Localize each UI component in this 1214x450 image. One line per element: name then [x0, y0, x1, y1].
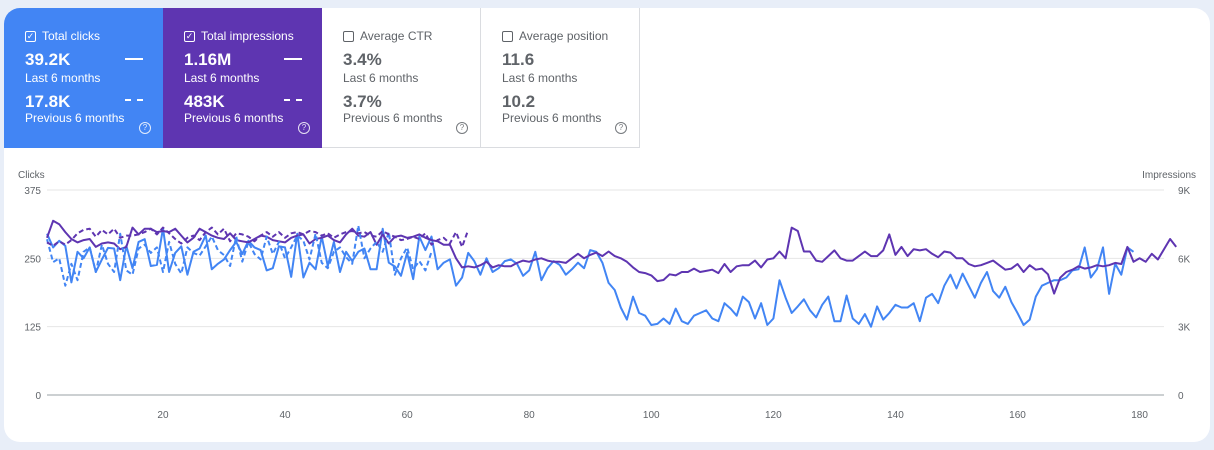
- metric-label: Average CTR: [360, 29, 433, 43]
- solid-line-legend-icon: [125, 58, 143, 60]
- metric-label: Total clicks: [42, 29, 101, 43]
- performance-chart[interactable]: Clicks Impressions 0 0 125 3K 250 6K 375 9K 20 40 60…: [4, 8, 1210, 442]
- y-tick-label-left: 0: [35, 391, 41, 402]
- x-tick-label: 40: [279, 410, 291, 421]
- y-axis-right-title: Impressions: [1142, 170, 1196, 181]
- checkbox-checked-icon[interactable]: ✓: [25, 30, 36, 42]
- metric-current-value: 3.4%: [343, 50, 382, 69]
- metric-current-period: Last 6 months: [502, 71, 578, 85]
- y-tick-label-right: 9K: [1178, 186, 1191, 197]
- metric-previous-value: 10.2: [502, 92, 536, 111]
- metric-previous-period: Previous 6 months: [502, 111, 602, 125]
- help-icon[interactable]: ?: [139, 122, 151, 134]
- metric-previous-period: Previous 6 months: [343, 111, 443, 125]
- checkbox-unchecked-icon[interactable]: [502, 30, 513, 42]
- x-tick-label: 140: [887, 410, 904, 421]
- y-tick-label-left: 250: [24, 254, 41, 265]
- metric-current-value: 39.2K: [25, 50, 71, 69]
- metric-card-total-clicks[interactable]: ✓ Total clicks 39.2K Last 6 months 17.8K …: [4, 8, 163, 148]
- metric-current-period: Last 6 months: [343, 71, 419, 85]
- x-tick-label: 60: [402, 410, 414, 421]
- solid-line-legend-icon: [284, 58, 302, 60]
- help-icon[interactable]: ?: [456, 122, 468, 134]
- x-tick-label: 20: [157, 410, 169, 421]
- metric-current-value: 11.6: [502, 50, 535, 69]
- x-tick-label: 160: [1009, 410, 1026, 421]
- metric-previous-value: 483K: [184, 92, 225, 111]
- metric-previous-period: Previous 6 months: [184, 111, 284, 125]
- dashed-line-legend-icon: [125, 99, 143, 101]
- help-icon[interactable]: ?: [298, 122, 310, 134]
- y-tick-label-right: 3K: [1178, 323, 1191, 334]
- metric-card-average-ctr[interactable]: Average CTR 3.4% Last 6 months 3.7% Prev…: [322, 8, 481, 148]
- dashed-line-legend-icon: [284, 99, 302, 101]
- series-line-clicks-current: [46, 227, 1135, 328]
- performance-panel: ✓ Total clicks 39.2K Last 6 months 17.8K …: [4, 8, 1210, 442]
- checkbox-unchecked-icon[interactable]: [343, 30, 354, 42]
- metric-previous-value: 17.8K: [25, 92, 71, 111]
- metric-current-value: 1.16M: [184, 50, 232, 69]
- metric-label: Average position: [519, 29, 609, 43]
- x-tick-label: 120: [765, 410, 782, 421]
- checkbox-checked-icon[interactable]: ✓: [184, 30, 195, 42]
- x-tick-label: 80: [524, 410, 536, 421]
- metric-current-period: Last 6 months: [184, 71, 260, 85]
- y-tick-label-left: 125: [24, 323, 41, 334]
- x-tick-label: 100: [643, 410, 660, 421]
- series-line-clicks-previous: [46, 224, 433, 287]
- metric-previous-period: Previous 6 months: [25, 111, 125, 125]
- y-axis-left-title: Clicks: [18, 170, 45, 181]
- y-tick-label-left: 375: [24, 186, 41, 197]
- metric-label: Total impressions: [201, 29, 294, 43]
- metric-cards: ✓ Total clicks 39.2K Last 6 months 17.8K …: [4, 8, 640, 148]
- x-tick-label: 180: [1131, 410, 1148, 421]
- y-tick-label-right: 0: [1178, 391, 1184, 402]
- metric-card-total-impressions[interactable]: ✓ Total impressions 1.16M Last 6 months 4…: [163, 8, 322, 148]
- metric-previous-value: 3.7%: [343, 92, 382, 111]
- help-icon[interactable]: ?: [615, 122, 627, 134]
- y-tick-label-right: 6K: [1178, 254, 1191, 265]
- metric-current-period: Last 6 months: [25, 71, 101, 85]
- metric-card-average-position[interactable]: Average position 11.6 Last 6 months 10.2…: [481, 8, 640, 148]
- series-line-impressions-current: [46, 219, 1177, 295]
- series-line-impressions-previous: [46, 226, 470, 248]
